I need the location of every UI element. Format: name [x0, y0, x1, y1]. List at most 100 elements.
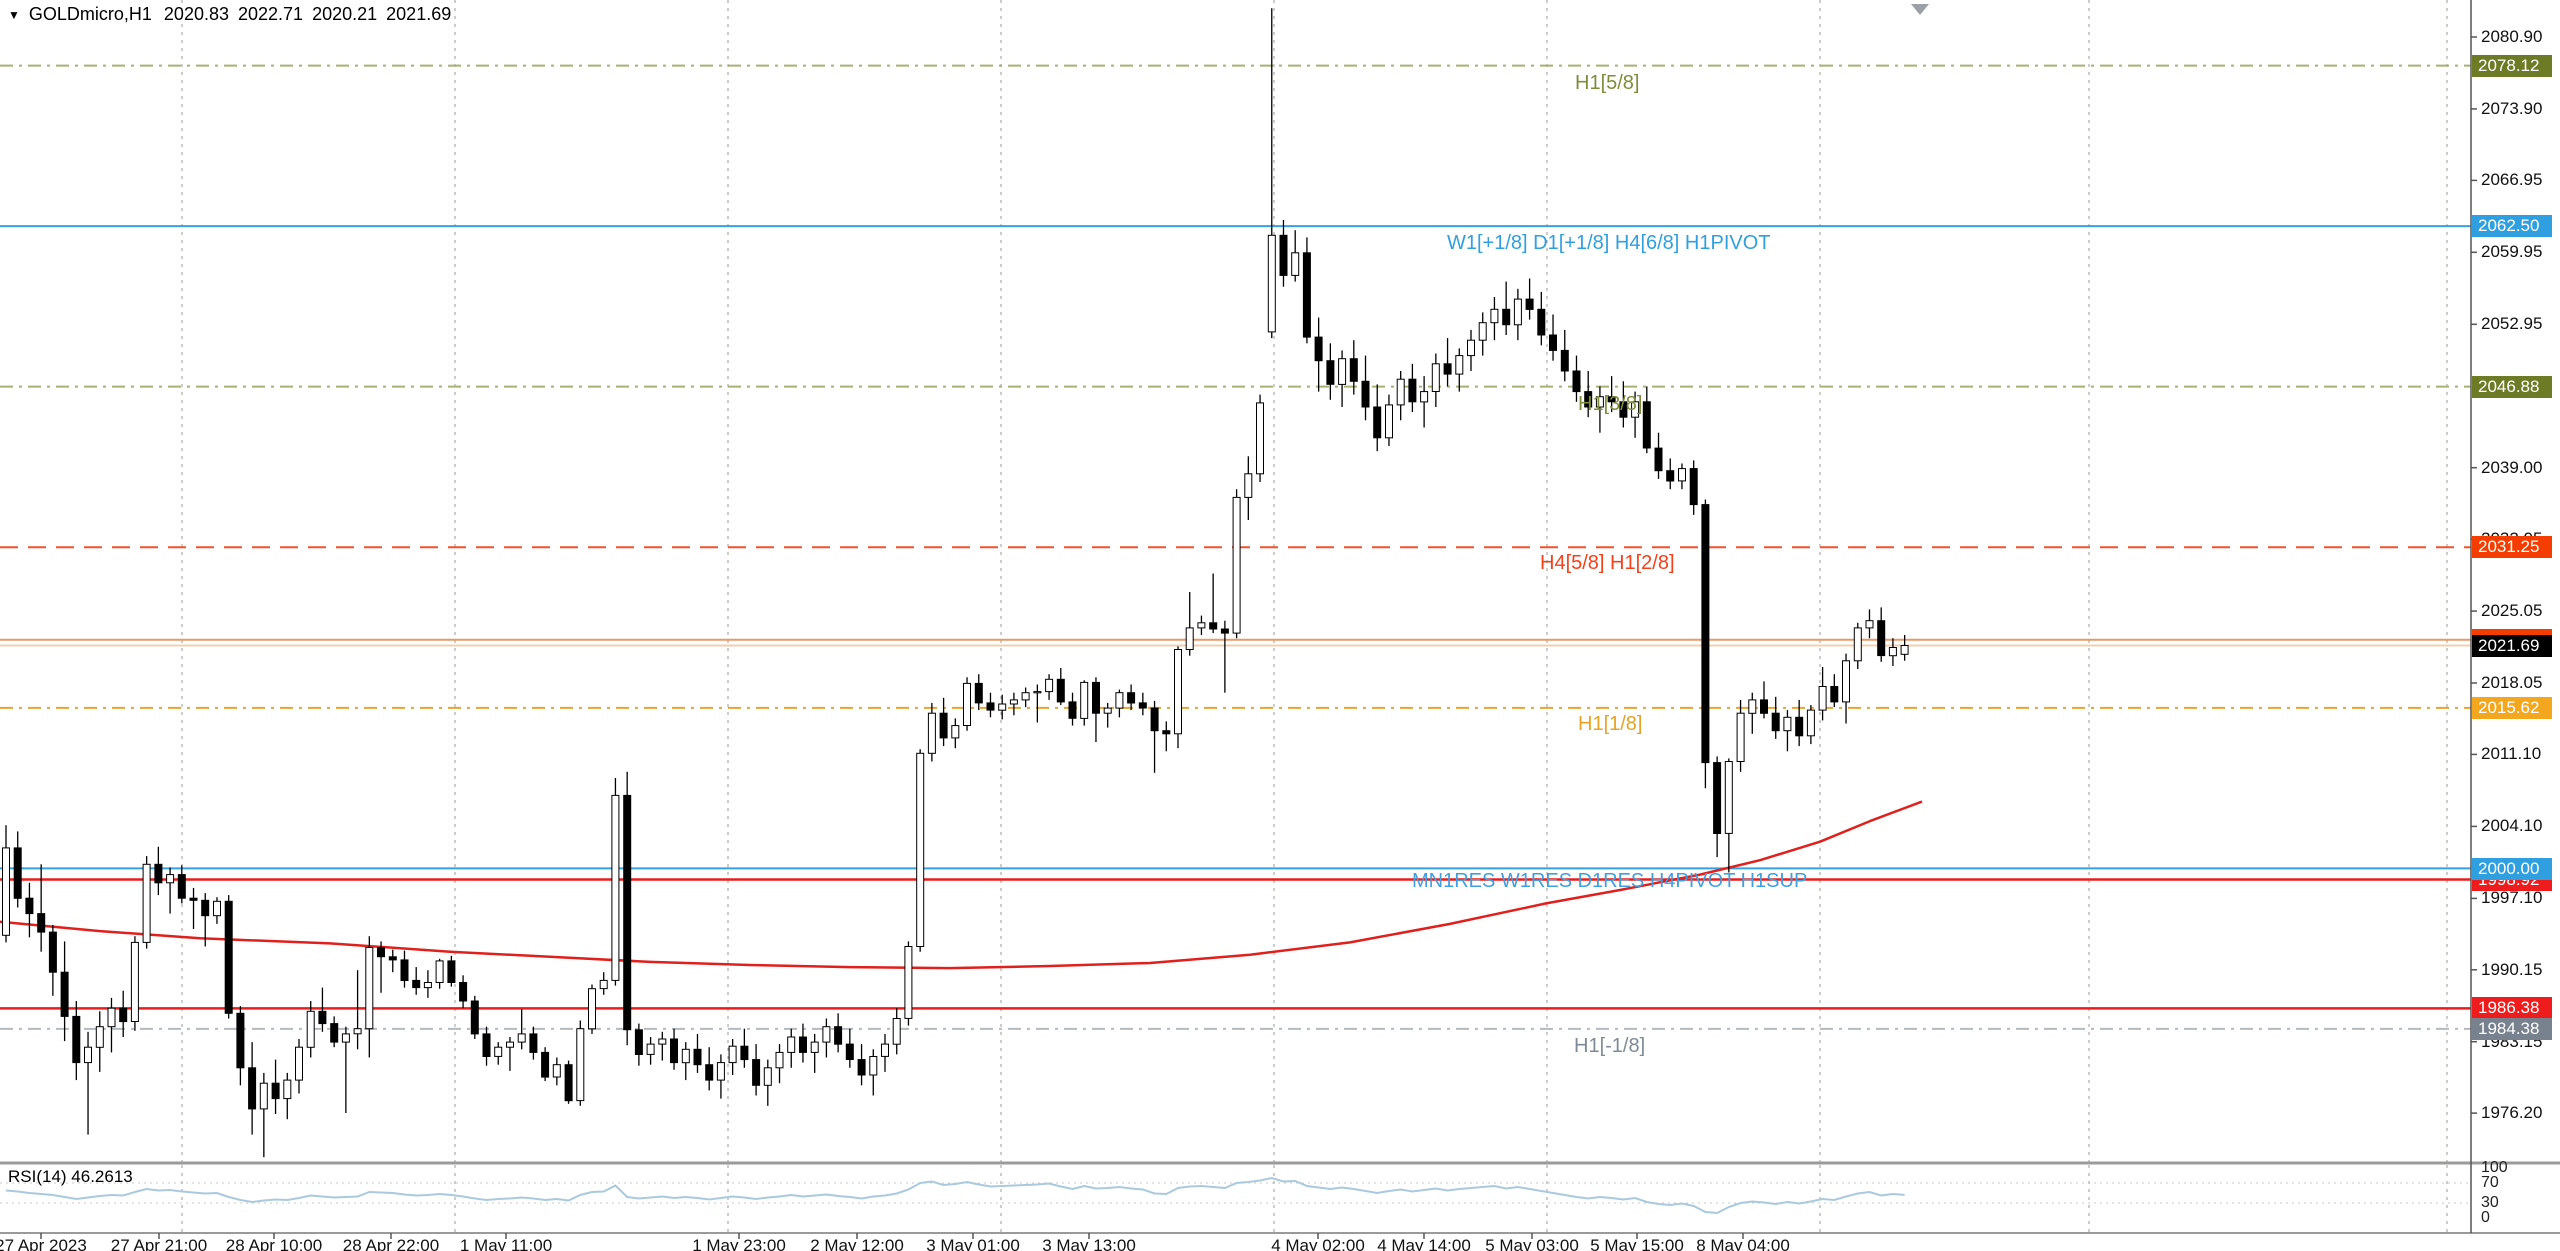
candle-down [1138, 702, 1147, 709]
time-label[interactable]: 8 May 04:00 [1696, 1236, 1790, 1251]
level-label: H1[-1/8] [1574, 1035, 1646, 1057]
candle-down [1525, 298, 1534, 310]
time-label[interactable]: 5 May 15:00 [1590, 1236, 1684, 1251]
panel-resize-handle[interactable] [0, 1160, 2471, 1166]
rsi-panel-area[interactable] [0, 1165, 2471, 1233]
price-tick-label: 2052.95 [2481, 314, 2543, 334]
time-label[interactable]: 4 May 02:00 [1271, 1236, 1365, 1251]
candle-up [916, 752, 925, 947]
ohlc-high: 2022.71 [238, 4, 304, 24]
candle-down [857, 1059, 866, 1076]
candle-up [892, 1018, 901, 1045]
price-badge: 2046.88 [2472, 375, 2552, 398]
candle-up [1244, 473, 1253, 498]
candle-up [1185, 627, 1194, 651]
candle-up [1338, 358, 1347, 385]
candle-down [1150, 707, 1159, 732]
candle-down [412, 979, 421, 989]
price-badge: 2062.50 [2472, 215, 2552, 238]
price-badge: 2021.69 [2472, 634, 2552, 657]
candle-down [154, 863, 163, 884]
candle-down [447, 960, 456, 984]
candle-down [1830, 686, 1839, 703]
candle-up [2, 847, 10, 936]
candle-down [1068, 701, 1077, 719]
candle-up [728, 1045, 737, 1064]
candle-up [95, 1026, 104, 1048]
candle-up [423, 982, 432, 989]
time-label[interactable]: 5 May 03:00 [1485, 1236, 1579, 1251]
candle-up [1631, 401, 1640, 418]
candle-down [1408, 378, 1417, 403]
candle-up [365, 947, 374, 1030]
symbol-dropdown-icon[interactable]: ▼ [8, 7, 20, 22]
candle-down [564, 1064, 573, 1102]
candle-down [318, 1010, 327, 1025]
time-label[interactable]: 3 May 01:00 [926, 1236, 1020, 1251]
candle-up [1385, 404, 1393, 439]
candle-down [470, 1000, 479, 1035]
rsi-scale-label: 70 [2481, 1174, 2499, 1191]
candle-up [1853, 627, 1862, 662]
candle-up [295, 1046, 303, 1081]
time-label[interactable]: 1 May 23:00 [692, 1236, 786, 1251]
candle-up [130, 941, 139, 1023]
symbol-period-label: GOLDmicro,H1 [28, 4, 152, 24]
candle-up [84, 1046, 92, 1064]
candle-down [740, 1045, 749, 1061]
candle-down [1314, 336, 1323, 362]
candle-down [834, 1026, 843, 1045]
candle-down [48, 931, 57, 973]
candle-down [1056, 678, 1065, 703]
time-label[interactable]: 2 May 12:00 [810, 1236, 904, 1251]
price-tick-label: 2059.95 [2481, 242, 2543, 262]
candle-up [1678, 468, 1686, 482]
candle-down [13, 847, 22, 899]
candle-down [1771, 712, 1780, 732]
main-chart-area[interactable] [0, 0, 2471, 1163]
candle-up [763, 1067, 772, 1086]
time-label[interactable]: 3 May 13:00 [1042, 1236, 1136, 1251]
candle-up [1174, 649, 1182, 735]
candle-up [1736, 712, 1745, 763]
time-label[interactable]: 1 May 11:00 [459, 1236, 553, 1251]
price-badge: 2031.25 [2472, 536, 2552, 559]
time-label[interactable]: 27 Apr 2023 [0, 1236, 87, 1251]
candle-down [1689, 468, 1698, 506]
candle-down [1361, 380, 1370, 408]
candle-up [1267, 234, 1276, 333]
candle-up [1490, 308, 1499, 324]
candle-up [1748, 699, 1757, 714]
candle-down [119, 1007, 128, 1023]
candle-up [1818, 686, 1827, 711]
candle-up [494, 1046, 503, 1057]
candle-down [623, 794, 632, 1031]
price-tick-label: 1997.10 [2481, 888, 2543, 908]
time-label[interactable]: 4 May 14:00 [1377, 1236, 1471, 1251]
rsi-line [5, 1176, 1905, 1215]
candle-up [881, 1043, 889, 1057]
candle-down [400, 959, 409, 982]
price-tick-label: 2080.90 [2481, 27, 2543, 46]
candle-up [213, 900, 221, 917]
candle-down [1349, 358, 1358, 382]
ohlc-low: 2020.21 [312, 4, 378, 24]
level-label: H1[1/8] [1578, 713, 1643, 735]
candle-down [670, 1038, 678, 1064]
candle-up [1513, 298, 1522, 326]
candle-up [810, 1041, 819, 1053]
time-label[interactable]: 28 Apr 22:00 [342, 1236, 440, 1251]
time-label[interactable]: 28 Apr 10:00 [225, 1236, 323, 1251]
candle-up [904, 946, 913, 1019]
candle-down [1279, 234, 1288, 276]
candle-down [1666, 470, 1675, 482]
candle-down [1443, 363, 1452, 375]
time-label[interactable]: 27 Apr 21:00 [110, 1236, 208, 1251]
candle-up [259, 1082, 268, 1110]
candle-up [1478, 322, 1487, 341]
candle-up [1455, 355, 1464, 375]
candle-up [435, 960, 444, 984]
price-tick-label: 1976.20 [2481, 1103, 2543, 1123]
